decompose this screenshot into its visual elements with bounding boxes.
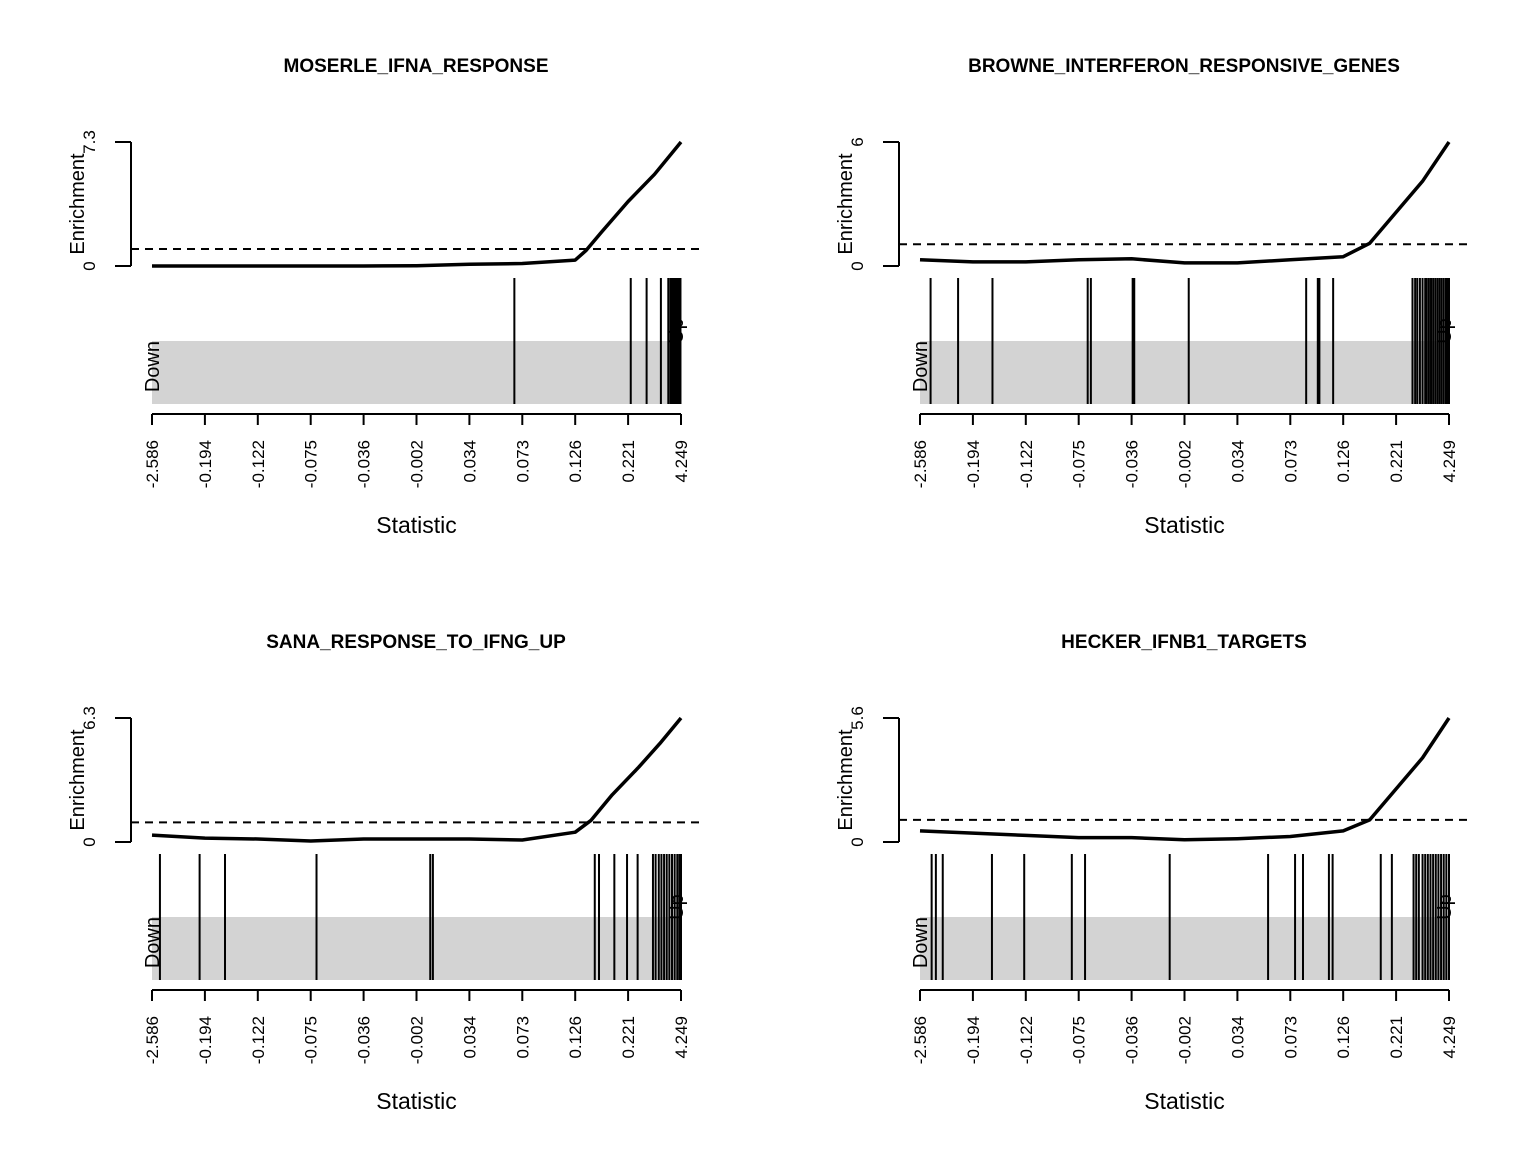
barcode-band	[152, 917, 681, 980]
x-tick-label: 0.126	[1334, 440, 1353, 483]
y-tick-label: 5.6	[848, 706, 867, 730]
x-axis-label: Statistic	[1144, 1088, 1225, 1114]
enrichment-curve	[151, 716, 683, 843]
x-tick-label: -0.036	[355, 440, 374, 488]
x-tick-label: -0.075	[302, 1016, 321, 1064]
x-tick-label: 0.221	[619, 1016, 638, 1059]
x-tick-label: -0.002	[408, 440, 427, 488]
x-tick-label: -0.122	[249, 440, 268, 488]
down-label: Down	[910, 917, 932, 968]
x-tick-label: -0.075	[302, 440, 321, 488]
y-axis-label: Enrichment	[67, 729, 89, 831]
chart-title: MOSERLE_IFNA_RESPONSE	[284, 56, 549, 77]
x-tick-label: 0.221	[1387, 1016, 1406, 1059]
chart-panel: SANA_RESPONSE_TO_IFNG_UP Down Up 0 6.3Enrich…	[67, 632, 700, 1114]
x-tick-label: 0.126	[566, 1016, 585, 1059]
x-tick-label: 0.034	[1228, 440, 1247, 483]
x-tick-label: 4.249	[672, 440, 691, 483]
x-tick-label: -0.122	[249, 1016, 268, 1064]
down-label: Down	[910, 341, 932, 392]
x-tick-label: -0.036	[355, 1016, 374, 1064]
y-tick-label: 7.3	[80, 130, 99, 154]
x-axis-label: Statistic	[1144, 512, 1225, 538]
y-axis-label: Enrichment	[67, 153, 89, 255]
x-tick-label: -0.194	[964, 440, 983, 488]
barcode-band	[920, 917, 1449, 980]
y-tick-label: 0	[80, 261, 99, 270]
up-label: Up	[666, 318, 688, 344]
x-tick-label: -2.586	[143, 1016, 162, 1064]
x-axis-label: Statistic	[376, 1088, 457, 1114]
chart-title: SANA_RESPONSE_TO_IFNG_UP	[266, 632, 566, 653]
x-tick-label: 0.126	[1334, 1016, 1353, 1059]
x-tick-label: -2.586	[911, 440, 930, 488]
x-tick-label: -0.075	[1070, 1016, 1089, 1064]
y-axis-label: Enrichment	[835, 729, 857, 831]
down-label: Down	[142, 917, 164, 968]
x-tick-label: 0.034	[460, 1016, 479, 1059]
x-tick-label: -0.194	[196, 1016, 215, 1064]
x-tick-label: 0.221	[1387, 440, 1406, 483]
chart-title: BROWNE_INTERFERON_RESPONSIVE_GENES	[968, 56, 1400, 77]
y-axis-label: Enrichment	[835, 153, 857, 255]
x-tick-label: 4.249	[1440, 440, 1459, 483]
barcode-band	[152, 341, 681, 404]
x-tick-label: 0.073	[513, 440, 532, 483]
x-tick-label: -2.586	[911, 1016, 930, 1064]
chart-panel: BROWNE_INTERFERON_RESPONSIVE_GENES Down Up…	[835, 56, 1468, 538]
x-axis-label: Statistic	[376, 512, 457, 538]
x-tick-label: -0.002	[1176, 1016, 1195, 1064]
x-tick-label: 0.073	[1281, 440, 1300, 483]
chart-panel: MOSERLE_IFNA_RESPONSE Down Up 0 7.3Enrichmen…	[67, 56, 700, 538]
chart-panel: HECKER_IFNB1_TARGETS Down Up 0 5.6Enrichment…	[835, 632, 1468, 1114]
x-tick-label: -2.586	[143, 440, 162, 488]
x-tick-label: 0.073	[1281, 1016, 1300, 1059]
y-tick-label: 6.3	[80, 706, 99, 730]
x-tick-label: -0.036	[1123, 1016, 1142, 1064]
x-tick-label: 0.034	[1228, 1016, 1247, 1059]
x-tick-label: 0.034	[460, 440, 479, 483]
up-label: Up	[666, 894, 688, 920]
x-tick-label: 0.073	[513, 1016, 532, 1059]
x-tick-label: 4.249	[1440, 1016, 1459, 1059]
y-tick-label: 6	[848, 137, 867, 146]
down-label: Down	[142, 341, 164, 392]
enrichment-curve	[919, 141, 1451, 265]
chart-title: HECKER_IFNB1_TARGETS	[1061, 632, 1307, 653]
x-tick-label: -0.194	[964, 1016, 983, 1064]
x-tick-label: -0.122	[1017, 1016, 1036, 1064]
y-tick-label: 0	[80, 837, 99, 846]
enrichment-curve	[152, 140, 683, 268]
x-tick-label: 0.126	[566, 440, 585, 483]
up-label: Up	[1434, 318, 1456, 344]
x-tick-label: 0.221	[619, 440, 638, 483]
x-tick-label: -0.194	[196, 440, 215, 488]
y-tick-label: 0	[848, 261, 867, 270]
y-tick-label: 0	[848, 837, 867, 846]
up-label: Up	[1434, 894, 1456, 920]
x-tick-label: -0.075	[1070, 440, 1089, 488]
x-tick-label: -0.122	[1017, 440, 1036, 488]
x-tick-label: -0.002	[1176, 440, 1195, 488]
barcode-band	[920, 341, 1449, 404]
x-tick-label: 4.249	[672, 1016, 691, 1059]
enrichment-curve	[919, 717, 1451, 842]
x-tick-label: -0.036	[1123, 440, 1142, 488]
x-tick-label: -0.002	[408, 1016, 427, 1064]
